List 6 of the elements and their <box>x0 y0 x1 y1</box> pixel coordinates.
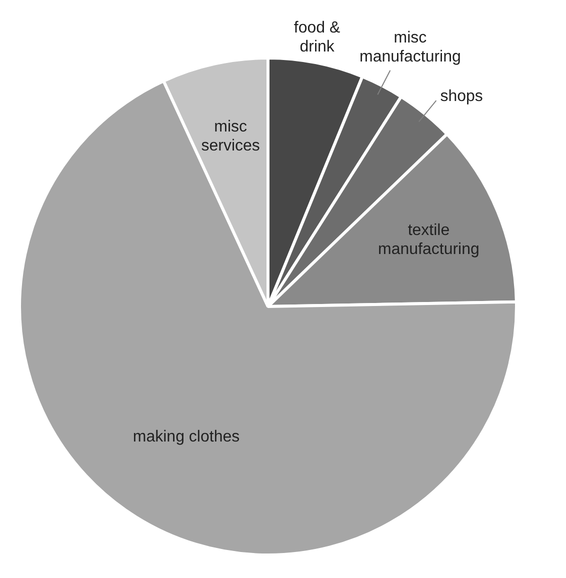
slice-label: textile manufacturing <box>378 222 480 258</box>
slice-label: shops <box>440 88 483 105</box>
slice-label: misc services <box>201 118 260 155</box>
slice-label: food & drink <box>294 20 341 56</box>
slice-label: misc manufacturing <box>360 29 461 66</box>
slice-label: making clothes <box>132 428 240 446</box>
